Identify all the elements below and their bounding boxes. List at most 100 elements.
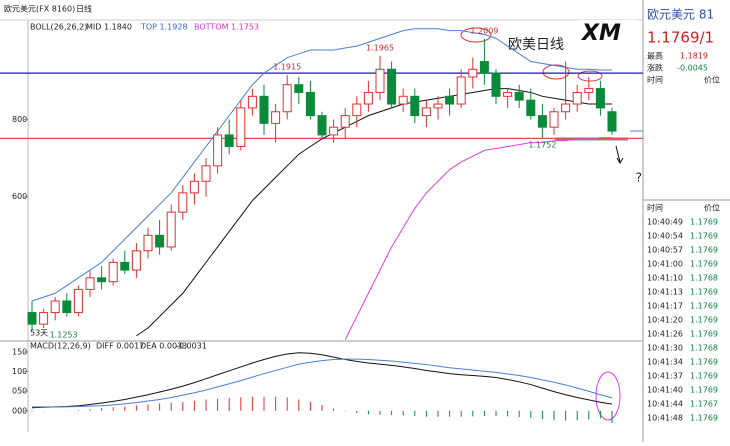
tick-time: 10:40:57 bbox=[647, 246, 683, 255]
head: 价位 bbox=[704, 203, 720, 213]
value: 1.1819 bbox=[680, 52, 708, 61]
tick-time: 10:41:20 bbox=[647, 316, 683, 325]
band-line bbox=[31, 28, 612, 302]
circle bbox=[460, 27, 492, 43]
candle-body bbox=[549, 111, 559, 128]
tick-price: 1.1769 bbox=[690, 260, 718, 269]
circle bbox=[577, 70, 603, 82]
boll-bottom: BOTTOM 1.1753 bbox=[194, 23, 259, 32]
candle-body bbox=[503, 91, 513, 97]
candle-body bbox=[73, 288, 83, 314]
candle-body bbox=[259, 95, 269, 124]
quote-name: 欧元美元 81 bbox=[647, 8, 714, 22]
candle-body bbox=[247, 95, 257, 109]
y-tick-label: 050 bbox=[12, 387, 27, 396]
boll: BOLL(26,26,2) bbox=[30, 23, 87, 32]
candle-body bbox=[282, 84, 292, 113]
diff-line bbox=[31, 352, 613, 409]
candle-body bbox=[537, 115, 547, 128]
candle-body bbox=[294, 84, 304, 93]
tick-time: 10:41:40 bbox=[647, 386, 683, 395]
candle-body bbox=[421, 107, 431, 117]
candle-body bbox=[155, 234, 165, 248]
candle-body bbox=[50, 300, 60, 314]
tick-time: 10:41:30 bbox=[647, 344, 683, 353]
candle-body bbox=[224, 134, 234, 148]
boll-top: TOP 1.1928 bbox=[140, 23, 188, 32]
value: -0.0045 bbox=[677, 64, 708, 73]
tick-time: 10:40:54 bbox=[647, 232, 683, 241]
quote-price: 1.1769/1 bbox=[647, 29, 714, 47]
tick-price: 1.1769 bbox=[690, 358, 718, 367]
period[interactable]: 日线 bbox=[76, 4, 92, 14]
candle-body bbox=[85, 277, 95, 290]
candle-body bbox=[305, 91, 315, 117]
price-label: 1.1253 bbox=[50, 331, 78, 340]
tick-price: 1.1769 bbox=[690, 372, 718, 381]
head: 时间 bbox=[647, 203, 663, 213]
candle-body bbox=[271, 111, 281, 124]
candle-body bbox=[213, 134, 223, 167]
candle-body bbox=[561, 103, 571, 113]
boll-mid: MID 1.1840 bbox=[86, 23, 132, 32]
candle-body bbox=[433, 103, 443, 109]
tick-price: 1.1769 bbox=[690, 288, 718, 297]
tick-time: 10:41:37 bbox=[647, 372, 683, 381]
candle-body bbox=[340, 115, 350, 128]
tick-price: 1.1768 bbox=[690, 274, 718, 283]
y-tick-label: 600 bbox=[12, 192, 27, 201]
price-label: 1.1752 bbox=[528, 141, 556, 150]
candle-body bbox=[387, 68, 397, 105]
tick-time: 10:41:26 bbox=[647, 330, 683, 339]
candle-body bbox=[236, 107, 246, 148]
candle-body bbox=[317, 115, 327, 136]
candle-body bbox=[131, 250, 141, 271]
candle-body bbox=[363, 91, 373, 105]
candle-body bbox=[329, 126, 339, 136]
tick-price: 1.1769 bbox=[690, 246, 718, 255]
macd-diff: DIFF 0.0017 bbox=[96, 342, 144, 351]
arrow bbox=[615, 145, 624, 164]
candle-body bbox=[479, 61, 489, 74]
price-label: 1.2009 bbox=[470, 26, 498, 35]
candle-body bbox=[491, 72, 501, 97]
tick-price: 1.1769 bbox=[690, 232, 718, 241]
candle-body bbox=[468, 68, 478, 78]
label: 最高 bbox=[647, 51, 663, 61]
y-tick-label: 150 bbox=[12, 348, 27, 357]
candle-body bbox=[410, 95, 420, 117]
candle-body bbox=[143, 234, 153, 252]
candle-body bbox=[456, 76, 466, 105]
logo-box bbox=[578, 20, 638, 46]
candle-body bbox=[514, 91, 524, 101]
tick-price: 1.1769 bbox=[690, 414, 718, 423]
candle-body bbox=[526, 99, 536, 117]
candle-body bbox=[595, 88, 605, 109]
candle-body bbox=[108, 261, 118, 283]
head: 时间 bbox=[647, 75, 663, 85]
candle-body bbox=[584, 88, 594, 93]
macd-value: -0.0031 bbox=[176, 342, 207, 351]
tick-price: 1.1769 bbox=[690, 330, 718, 339]
candle-body bbox=[352, 103, 362, 117]
price-label: 1.1965 bbox=[366, 43, 394, 52]
macd-title: MACD(12,26,9) bbox=[30, 342, 91, 351]
tick-time: 10:41:10 bbox=[647, 274, 683, 283]
candle-body bbox=[189, 180, 199, 194]
tick-time: 10:41:34 bbox=[647, 358, 683, 367]
candle-body bbox=[572, 91, 582, 105]
price-label: 1.1915 bbox=[273, 63, 301, 72]
logo: XM bbox=[580, 21, 621, 46]
tick-time: 10:41:00 bbox=[647, 260, 683, 269]
tick-price: 1.1769 bbox=[690, 386, 718, 395]
symbol: 欧元美元(FX 8160) bbox=[4, 4, 75, 14]
tick-time: 10:41:48 bbox=[647, 414, 683, 423]
band-line bbox=[136, 88, 612, 337]
tick-price: 1.1767 bbox=[690, 400, 718, 409]
tick-price: 1.1768 bbox=[690, 344, 718, 353]
candle-body bbox=[607, 111, 617, 132]
candle-body bbox=[375, 68, 385, 93]
